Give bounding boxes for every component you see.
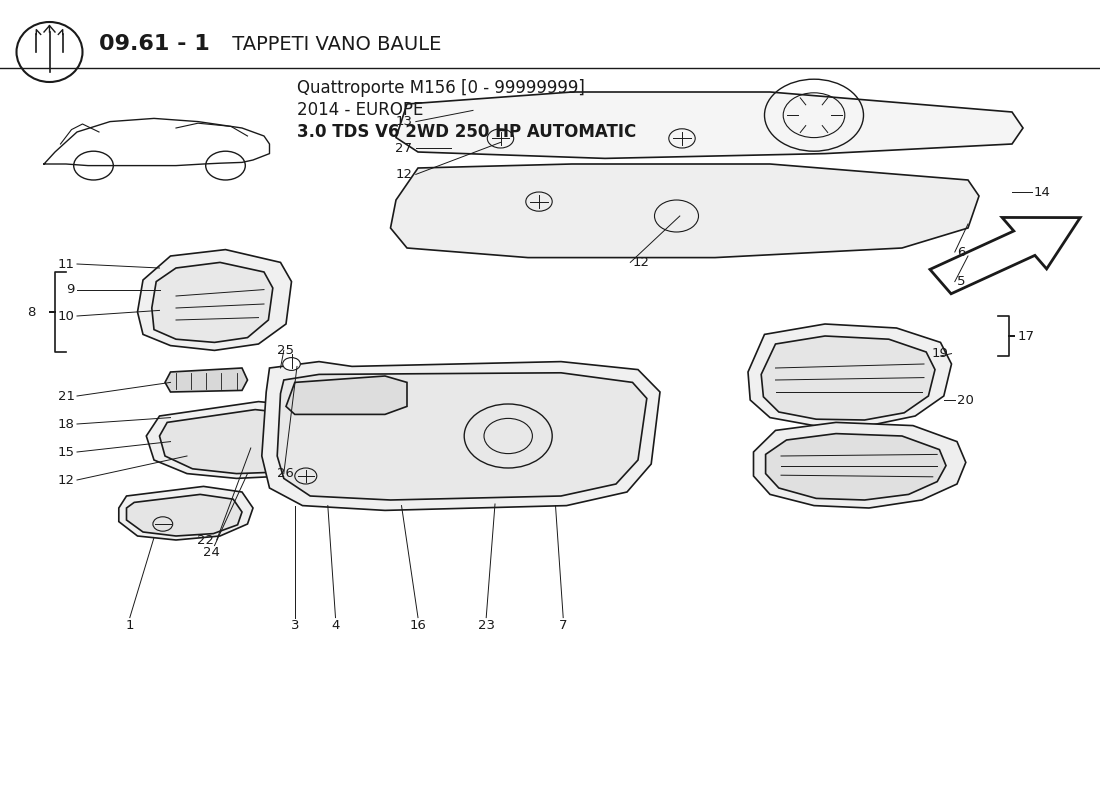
Text: 11: 11: [58, 258, 75, 270]
Polygon shape: [396, 92, 1023, 158]
Polygon shape: [754, 422, 966, 508]
Polygon shape: [146, 402, 346, 478]
Polygon shape: [152, 262, 273, 342]
Text: 21: 21: [58, 390, 75, 402]
Text: 12: 12: [58, 474, 75, 486]
Text: 14: 14: [1034, 186, 1050, 198]
Text: 8: 8: [26, 306, 35, 318]
Text: 27: 27: [396, 142, 412, 154]
Text: TAPPETI VANO BAULE: TAPPETI VANO BAULE: [226, 34, 441, 54]
Text: 5: 5: [957, 275, 966, 288]
Polygon shape: [160, 410, 332, 474]
Text: 9: 9: [66, 283, 75, 296]
Text: 17: 17: [1018, 330, 1034, 342]
Text: 3.0 TDS V6 2WD 250 HP AUTOMATIC: 3.0 TDS V6 2WD 250 HP AUTOMATIC: [297, 123, 636, 141]
Polygon shape: [748, 324, 952, 426]
Polygon shape: [126, 494, 242, 536]
Polygon shape: [930, 218, 1080, 294]
Polygon shape: [286, 376, 407, 414]
Text: 16: 16: [409, 619, 427, 632]
Text: 25: 25: [277, 344, 294, 357]
Text: 6: 6: [957, 246, 966, 258]
Polygon shape: [390, 164, 979, 258]
Text: 2014 - EUROPE: 2014 - EUROPE: [297, 102, 424, 119]
Text: 09.61 - 1: 09.61 - 1: [99, 34, 210, 54]
Polygon shape: [119, 486, 253, 540]
Text: 4: 4: [331, 619, 340, 632]
Polygon shape: [165, 368, 248, 392]
Text: 13: 13: [396, 115, 412, 128]
Polygon shape: [138, 250, 292, 350]
Text: 1: 1: [125, 619, 134, 632]
Text: 24: 24: [204, 546, 220, 558]
Text: 15: 15: [58, 446, 75, 458]
Text: 22: 22: [198, 534, 214, 546]
Text: 20: 20: [957, 394, 974, 406]
Polygon shape: [766, 434, 946, 500]
Text: Quattroporte M156 [0 - 99999999]: Quattroporte M156 [0 - 99999999]: [297, 79, 585, 97]
Text: 3: 3: [290, 619, 299, 632]
Text: 12: 12: [632, 256, 649, 269]
Text: 26: 26: [277, 467, 294, 480]
Circle shape: [283, 358, 300, 370]
Text: 10: 10: [58, 310, 75, 322]
Polygon shape: [262, 362, 660, 510]
Text: 19: 19: [932, 347, 948, 360]
Text: 23: 23: [477, 619, 495, 632]
Text: 18: 18: [58, 418, 75, 430]
Text: 7: 7: [559, 619, 568, 632]
Text: 12: 12: [396, 168, 412, 181]
Polygon shape: [277, 373, 647, 500]
Polygon shape: [761, 336, 935, 420]
